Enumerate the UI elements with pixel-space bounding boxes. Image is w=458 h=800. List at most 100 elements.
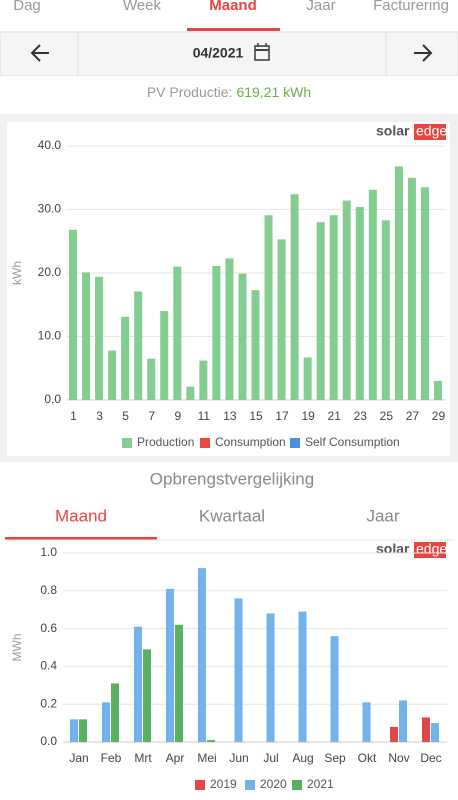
bar [303, 357, 312, 400]
bar [251, 290, 260, 400]
y-tick-label: 0.0 [40, 734, 57, 748]
bar [225, 258, 234, 400]
y-tick-label: 0.0 [44, 392, 61, 406]
bar [207, 740, 215, 742]
legend-swatch [245, 780, 255, 790]
bar [431, 723, 439, 742]
section-title: Opbrengstvergelijking [150, 469, 314, 488]
date[interactable]: 04/2021 [193, 45, 244, 61]
bar [79, 719, 87, 742]
calendar-icon[interactable] [254, 43, 270, 61]
y-tick-label: 0.4 [40, 659, 57, 673]
logo-text: solar [376, 123, 410, 139]
x-tick-label: Feb [101, 751, 122, 765]
bar [422, 717, 430, 742]
tab[interactable]: Dag [13, 0, 41, 14]
legend-label: Production [137, 435, 194, 449]
bar [342, 200, 351, 400]
x-tick-label: 1 [70, 409, 77, 423]
bar [147, 358, 156, 400]
x-tick-label: 23 [354, 409, 368, 423]
bar [95, 276, 104, 400]
x-tick-label: Jul [263, 751, 278, 765]
bar [433, 380, 442, 400]
bar [390, 726, 398, 742]
legend-swatch [122, 438, 132, 448]
x-tick-label: 13 [223, 409, 237, 423]
bar [316, 222, 325, 400]
y-tick-label: 30.0 [38, 202, 62, 216]
x-tick-label: 17 [275, 409, 289, 423]
x-tick-label: 27 [406, 409, 420, 423]
x-tick-label: Aug [292, 751, 313, 765]
logo-text: edge [416, 123, 447, 139]
legend-label: Consumption [215, 435, 286, 449]
logo-text: solar [376, 541, 410, 557]
x-tick-label: 7 [148, 409, 155, 423]
bar [264, 215, 273, 400]
bar [212, 266, 221, 400]
legend-swatch [292, 780, 302, 790]
date-nav [0, 31, 458, 77]
pv-label: PV Productie: [147, 84, 233, 100]
tab[interactable]: Kwartaal [199, 506, 265, 525]
logo-box [414, 124, 446, 140]
tab-active[interactable]: Maand [209, 0, 257, 14]
tab-active[interactable]: Maand [55, 506, 107, 525]
bar [330, 636, 339, 742]
logo-text: edge [416, 541, 447, 557]
x-tick-label: Mei [197, 751, 216, 765]
y-axis-label: kWh [10, 261, 24, 285]
bar [143, 649, 151, 742]
bar [70, 719, 78, 742]
bar [69, 229, 78, 400]
bar [234, 598, 243, 742]
pv-production: PV Productie: 619,21 kWh [147, 84, 311, 100]
x-tick-label: 5 [122, 409, 129, 423]
bar [173, 266, 182, 400]
x-tick-label: 21 [328, 409, 342, 423]
x-tick-label: Jun [229, 751, 248, 765]
bar [186, 386, 195, 400]
bar [399, 700, 407, 742]
tab-bar [0, 0, 458, 32]
x-tick-label: Mrt [134, 751, 152, 765]
bar [420, 187, 429, 400]
logo-box [414, 542, 446, 558]
tab[interactable]: Jaar [306, 0, 335, 14]
bar [82, 272, 91, 400]
bar [368, 189, 377, 400]
pv-bar [0, 76, 458, 114]
x-tick-label: 15 [249, 409, 263, 423]
y-axis-label: MWh [10, 634, 24, 662]
bar [166, 588, 174, 742]
x-tick-label: Jan [69, 751, 88, 765]
legend-label: 2021 [307, 777, 334, 791]
legend-swatch [200, 438, 210, 448]
legend-swatch [290, 438, 300, 448]
y-tick-label: 10.0 [38, 329, 62, 343]
pv-value: 619,21 kWh [236, 84, 311, 100]
tab[interactable]: Facturering [373, 0, 449, 14]
x-tick-label: Apr [166, 751, 185, 765]
next-arrow[interactable] [414, 44, 433, 62]
x-tick-label: 3 [96, 409, 103, 423]
y-tick-label: 0.2 [40, 696, 57, 710]
bar [407, 177, 416, 400]
bar [362, 702, 371, 742]
y-tick-label: 20.0 [38, 265, 62, 279]
legend-label: 2019 [210, 777, 237, 791]
tab[interactable]: Jaar [366, 506, 399, 525]
prev-arrow[interactable] [30, 44, 49, 62]
y-tick-label: 40.0 [38, 138, 62, 152]
x-tick-label: Nov [388, 751, 409, 765]
bar [381, 220, 390, 400]
x-tick-label: 29 [432, 409, 446, 423]
bar [290, 194, 299, 400]
legend-label: Self Consumption [305, 435, 400, 449]
y-tick-label: 0.8 [40, 583, 57, 597]
bar [298, 611, 307, 742]
tab[interactable]: Week [123, 0, 162, 14]
